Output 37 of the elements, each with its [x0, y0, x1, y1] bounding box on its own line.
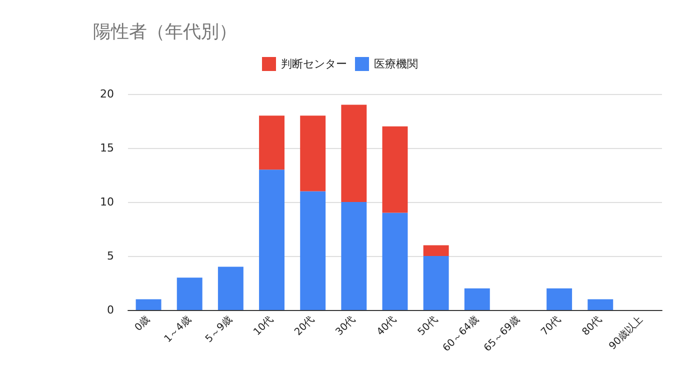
x-tick-label: 90歳以上 [606, 313, 646, 352]
x-tick-label: 30代 [334, 314, 358, 338]
x-tick-label: 20代 [292, 314, 317, 338]
x-tick-label: 65～69歳 [482, 313, 522, 354]
bar [259, 116, 285, 170]
legend-label: 医療機関 [374, 58, 418, 70]
bar [546, 288, 572, 310]
x-tick-label: 60～64歳 [440, 313, 482, 354]
y-tick-label: 20 [100, 88, 114, 100]
bar [300, 116, 326, 192]
y-tick-label: 10 [100, 196, 114, 208]
bar [382, 212, 408, 310]
y-tick-label: 0 [107, 304, 114, 316]
bar [259, 170, 285, 310]
bar [382, 126, 408, 213]
x-tick-label: 0歳 [132, 313, 152, 334]
bar [176, 278, 202, 310]
x-tick-label: 70代 [539, 314, 564, 338]
x-tick-label: 1～4歳 [162, 313, 194, 346]
bar [588, 299, 614, 310]
bar [341, 104, 367, 202]
x-tick-label: 80代 [580, 314, 604, 338]
y-tick-label: 5 [107, 250, 114, 262]
bar [423, 256, 449, 310]
x-tick-label: 50代 [416, 314, 440, 338]
x-tick-label: 5～9歳 [202, 313, 235, 346]
bar [218, 266, 244, 310]
bar [341, 202, 367, 310]
legend-label: 判断センター [281, 58, 347, 70]
x-tick-label: 10代 [252, 314, 276, 338]
bar [136, 299, 162, 310]
y-tick-label: 15 [100, 142, 114, 154]
bar [464, 288, 490, 310]
bar [423, 245, 449, 256]
chart-title: 陽性者（年代別） [93, 22, 237, 42]
x-tick-label: 40代 [375, 314, 399, 338]
bar [300, 191, 326, 310]
